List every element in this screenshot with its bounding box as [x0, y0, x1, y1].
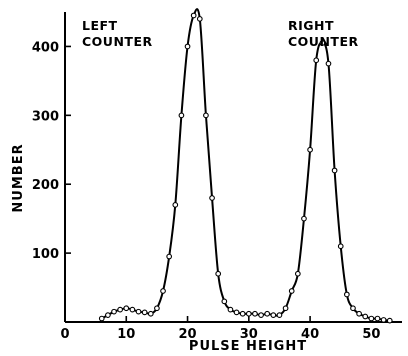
data-point-12	[172, 202, 179, 208]
data-point-31	[288, 288, 295, 294]
data-point-10	[160, 288, 166, 294]
data-point-41	[350, 305, 356, 312]
data-point-2	[111, 308, 117, 315]
data-point-20	[221, 298, 228, 305]
data-point-42	[356, 310, 362, 317]
data-point-13	[178, 112, 185, 119]
data-point-9	[154, 305, 160, 312]
x-tick-label-4: 40	[301, 327, 319, 342]
plot-frame	[64, 12, 402, 323]
data-point-34	[307, 146, 313, 153]
data-point-22	[233, 309, 240, 316]
data-point-45	[374, 315, 381, 322]
data-point-30	[282, 305, 289, 312]
data-point-15	[190, 12, 197, 19]
data-point-0	[98, 315, 105, 322]
data-point-16	[196, 16, 203, 22]
data-point-33	[301, 215, 307, 222]
data-point-38	[331, 167, 338, 174]
y-tick-label-1: 200	[32, 178, 59, 193]
data-point-19	[215, 270, 222, 277]
data-point-47	[386, 317, 393, 324]
data-points	[98, 12, 393, 324]
annotation-left-line2: COUNTER	[82, 34, 153, 49]
data-point-43	[362, 313, 369, 320]
y-axis-label: NUMBER	[11, 143, 26, 212]
data-point-23	[239, 310, 246, 317]
data-point-26	[258, 312, 264, 318]
data-point-29	[276, 312, 283, 318]
y-tick-label-2: 300	[32, 109, 59, 124]
y-ticks: 100 200 300 400	[32, 40, 71, 262]
data-point-8	[147, 310, 154, 317]
data-point-36	[319, 40, 326, 46]
x-ticks: 0 10 20 30 40 50	[60, 316, 380, 342]
x-tick-label-1: 10	[117, 327, 135, 342]
data-point-28	[270, 312, 277, 318]
data-point-18	[209, 195, 215, 201]
y-tick-label-0: 100	[32, 247, 59, 262]
data-point-14	[184, 43, 191, 50]
data-point-4	[123, 305, 130, 312]
x-axis-label: PULSE HEIGHT	[189, 339, 307, 354]
data-point-25	[252, 310, 258, 317]
x-tick-label-5: 50	[362, 327, 380, 342]
series-line	[101, 8, 390, 322]
data-point-11	[166, 253, 173, 260]
data-point-32	[294, 270, 301, 277]
data-point-24	[245, 310, 252, 317]
data-point-17	[203, 112, 209, 119]
x-tick-label-3: 30	[240, 327, 258, 342]
data-point-37	[325, 60, 332, 67]
data-point-35	[313, 57, 320, 64]
data-point-40	[344, 291, 350, 298]
y-tick-label-3: 400	[32, 40, 59, 55]
data-point-39	[337, 243, 344, 250]
annotation-right-line1: RIGHT	[288, 18, 334, 33]
data-point-21	[227, 306, 234, 313]
data-point-7	[141, 309, 148, 316]
x-tick-label-0: 0	[60, 327, 69, 342]
annotation-left-line1: LEFT	[82, 18, 118, 33]
data-point-46	[380, 317, 387, 323]
data-point-3	[117, 306, 123, 313]
data-point-27	[264, 310, 271, 317]
x-tick-label-2: 20	[178, 327, 196, 342]
data-point-5	[129, 306, 136, 313]
data-point-1	[105, 312, 111, 318]
data-point-44	[368, 315, 375, 322]
annotation-right-line2: COUNTER	[288, 34, 359, 49]
data-point-6	[135, 308, 142, 315]
